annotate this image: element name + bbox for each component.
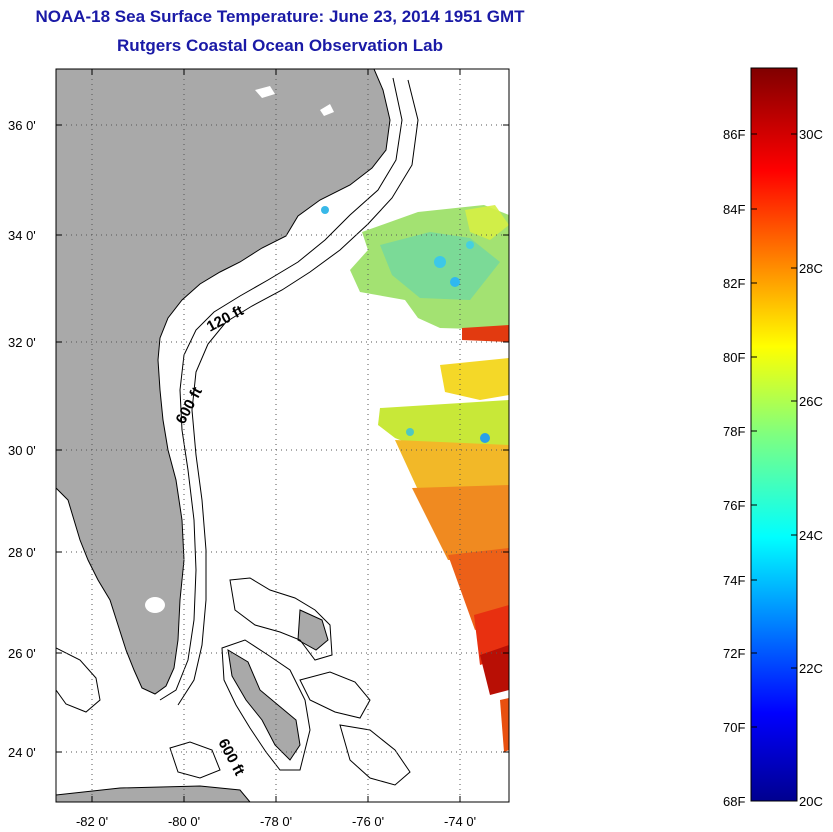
lat-label-24: 24 0' [8, 745, 36, 760]
colorbar-c-26: 26C [799, 394, 823, 409]
colorbar-c-24: 24C [799, 528, 823, 543]
map-ticks [56, 69, 509, 802]
lat-label-30: 30 0' [8, 443, 36, 458]
lat-label-32: 32 0' [8, 335, 36, 350]
colorbar-f-78: 78F [723, 424, 745, 439]
colorbar-c-20: 20C [799, 794, 823, 809]
lon-label-74: -74 0' [444, 814, 476, 829]
graticule [56, 69, 509, 802]
colorbar-f-86: 86F [723, 127, 745, 142]
lon-label-82: -82 0' [76, 814, 108, 829]
colorbar-f-72: 72F [723, 646, 745, 661]
colorbar-c-28: 28C [799, 261, 823, 276]
colorbar-c-30: 30C [799, 127, 823, 142]
map-frame [55, 68, 510, 803]
colorbar-ticks [751, 133, 797, 728]
colorbar [750, 67, 798, 802]
colorbar-c-22: 22C [799, 661, 823, 676]
lon-label-80: -80 0' [168, 814, 200, 829]
colorbar-f-70: 70F [723, 720, 745, 735]
lat-label-26: 26 0' [8, 646, 36, 661]
isobath-lines [56, 77, 419, 786]
colorbar-f-76: 76F [723, 498, 745, 513]
colorbar-f-74: 74F [723, 573, 745, 588]
sst-swath [321, 205, 509, 752]
map-subtitle: Rutgers Coastal Ocean Observation Lab [117, 36, 443, 55]
inland-lakes [66, 86, 334, 613]
lat-label-36: 36 0' [8, 118, 36, 133]
lon-label-78: -78 0' [260, 814, 292, 829]
lat-label-28: 28 0' [8, 545, 36, 560]
land-mass [56, 69, 391, 802]
colorbar-f-68: 68F [723, 794, 745, 809]
colorbar-f-82: 82F [723, 276, 745, 291]
lat-label-34: 34 0' [8, 228, 36, 243]
map-title: NOAA-18 Sea Surface Temperature: June 23… [35, 7, 525, 26]
lon-label-76: -76 0' [352, 814, 384, 829]
colorbar-f-80: 80F [723, 350, 745, 365]
colorbar-f-84: 84F [723, 202, 745, 217]
